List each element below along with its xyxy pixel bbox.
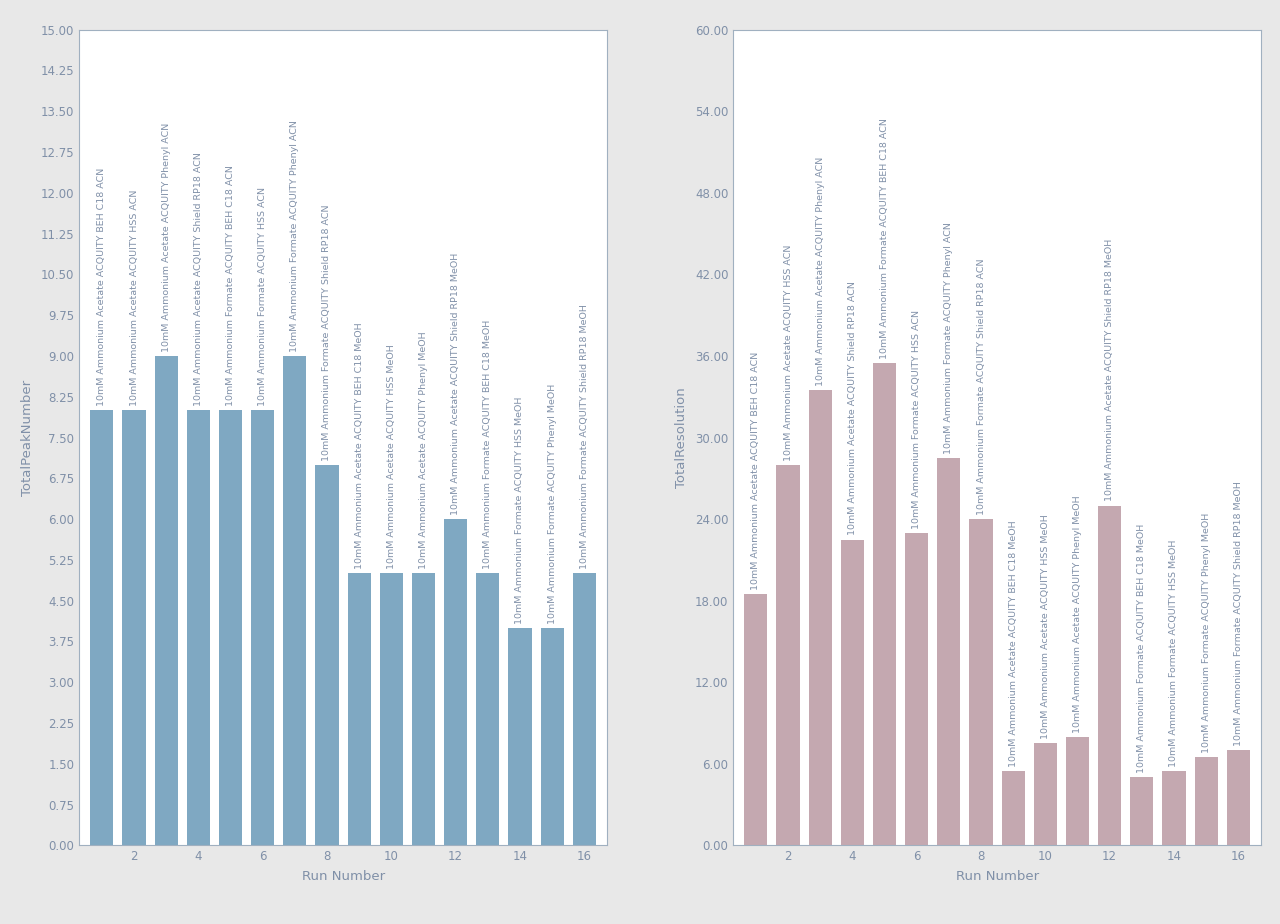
Bar [251, 410, 274, 845]
Text: 10mM Ammonium Acetate ACQUITY HSS ACN: 10mM Ammonium Acetate ACQUITY HSS ACN [783, 244, 792, 461]
Bar [1194, 757, 1217, 845]
Y-axis label: TotalPeakNumber: TotalPeakNumber [20, 380, 35, 495]
Bar [777, 465, 800, 845]
Text: 10mM Ammonium Formate ACQUITY Phenyl MeOH: 10mM Ammonium Formate ACQUITY Phenyl MeO… [1202, 513, 1211, 753]
Text: 10mM Ammonium Formate ACQUITY HSS ACN: 10mM Ammonium Formate ACQUITY HSS ACN [259, 188, 268, 407]
Bar [1066, 736, 1089, 845]
Bar [219, 410, 242, 845]
Text: 10mM Ammonium Acetate ACQUITY Phenyl MeOH: 10mM Ammonium Acetate ACQUITY Phenyl MeO… [419, 332, 428, 569]
Bar [476, 574, 499, 845]
Text: 10mM Ammonium Formate ACQUITY BEH C18 ACN: 10mM Ammonium Formate ACQUITY BEH C18 AC… [881, 117, 890, 359]
Bar [841, 540, 864, 845]
Text: 10mM Ammonium Acetate ACQUITY Shield RP18 MeOH: 10mM Ammonium Acetate ACQUITY Shield RP1… [1105, 239, 1114, 502]
Text: 10mM Ammonium Acetate ACQUITY BEH C18 MeOH: 10mM Ammonium Acetate ACQUITY BEH C18 Me… [355, 322, 364, 569]
Text: 10mM Ammonium Formate ACQUITY Phenyl ACN: 10mM Ammonium Formate ACQUITY Phenyl ACN [291, 120, 300, 352]
Bar [380, 574, 403, 845]
Y-axis label: TotalResolution: TotalResolution [675, 387, 689, 488]
Bar [540, 628, 563, 845]
Bar [315, 465, 339, 845]
Bar [873, 363, 896, 845]
Text: 10mM Ammonium Formate ACQUITY HSS ACN: 10mM Ammonium Formate ACQUITY HSS ACN [913, 310, 922, 529]
Text: 10mM Ammonium Formate ACQUITY BEH C18 ACN: 10mM Ammonium Formate ACQUITY BEH C18 AC… [227, 165, 236, 407]
Text: 10mM Ammonium Formate ACQUITY BEH C18 MeOH: 10mM Ammonium Formate ACQUITY BEH C18 Me… [484, 321, 493, 569]
Bar [508, 628, 531, 845]
Text: 10mM Ammonium Acetate ACQUITY Shield RP18 ACN: 10mM Ammonium Acetate ACQUITY Shield RP1… [193, 152, 202, 407]
Text: 10mM Ammonium Formate ACQUITY HSS MeOH: 10mM Ammonium Formate ACQUITY HSS MeOH [1170, 540, 1179, 767]
Text: 10mM Ammonium Formate ACQUITY Shield RP18 ACN: 10mM Ammonium Formate ACQUITY Shield RP1… [977, 259, 986, 515]
Bar [155, 356, 178, 845]
Text: 10mM Ammonium Acetate ACQUITY BEH C18 ACN: 10mM Ammonium Acetate ACQUITY BEH C18 AC… [751, 351, 760, 590]
Bar [937, 458, 960, 845]
Text: 10mM Ammonium Acetate ACQUITY HSS MeOH: 10mM Ammonium Acetate ACQUITY HSS MeOH [1041, 515, 1050, 739]
Bar [187, 410, 210, 845]
Bar [348, 574, 371, 845]
Bar [412, 574, 435, 845]
Text: 10mM Ammonium Acetate ACQUITY Phenyl MeOH: 10mM Ammonium Acetate ACQUITY Phenyl MeO… [1073, 495, 1082, 733]
Text: 10mM Ammonium Acetate ACQUITY BEH C18 MeOH: 10mM Ammonium Acetate ACQUITY BEH C18 Me… [1009, 520, 1018, 767]
Text: 10mM Ammonium Formate ACQUITY Phenyl ACN: 10mM Ammonium Formate ACQUITY Phenyl ACN [945, 222, 954, 454]
Bar [744, 594, 768, 845]
Text: 10mM Ammonium Formate ACQUITY Shield RP18 MeOH: 10mM Ammonium Formate ACQUITY Shield RP1… [1234, 481, 1243, 747]
Bar [969, 519, 992, 845]
Text: 10mM Ammonium Formate ACQUITY BEH C18 MeOH: 10mM Ammonium Formate ACQUITY BEH C18 Me… [1138, 524, 1147, 773]
Bar [905, 533, 928, 845]
Bar [1001, 771, 1025, 845]
Bar [1034, 744, 1057, 845]
Bar [1098, 505, 1121, 845]
Text: 10mM Ammonium Formate ACQUITY Phenyl MeOH: 10mM Ammonium Formate ACQUITY Phenyl MeO… [548, 383, 557, 624]
Bar [444, 519, 467, 845]
Text: 10mM Ammonium Acetate ACQUITY Phenyl ACN: 10mM Ammonium Acetate ACQUITY Phenyl ACN [161, 123, 170, 352]
X-axis label: Run Number: Run Number [302, 870, 384, 883]
Bar [572, 574, 596, 845]
Text: 10mM Ammonium Formate ACQUITY HSS MeOH: 10mM Ammonium Formate ACQUITY HSS MeOH [516, 396, 525, 624]
Bar [809, 390, 832, 845]
Text: 10mM Ammonium Formate ACQUITY Shield RP18 MeOH: 10mM Ammonium Formate ACQUITY Shield RP1… [580, 305, 589, 569]
Text: 10mM Ammonium Acetate ACQUITY Shield RP18 MeOH: 10mM Ammonium Acetate ACQUITY Shield RP1… [451, 253, 460, 515]
X-axis label: Run Number: Run Number [956, 870, 1038, 883]
Bar [91, 410, 114, 845]
Bar [1130, 777, 1153, 845]
Bar [1162, 771, 1185, 845]
Text: 10mM Ammonium Acetate ACQUITY Phenyl ACN: 10mM Ammonium Acetate ACQUITY Phenyl ACN [815, 156, 824, 386]
Text: 10mM Ammonium Acetate ACQUITY HSS ACN: 10mM Ammonium Acetate ACQUITY HSS ACN [129, 189, 138, 407]
Text: 10mM Ammonium Acetate ACQUITY Shield RP18 ACN: 10mM Ammonium Acetate ACQUITY Shield RP1… [847, 282, 856, 535]
Bar [1226, 750, 1249, 845]
Text: 10mM Ammonium Acetate ACQUITY BEH C18 ACN: 10mM Ammonium Acetate ACQUITY BEH C18 AC… [97, 168, 106, 407]
Text: 10mM Ammonium Acetate ACQUITY HSS MeOH: 10mM Ammonium Acetate ACQUITY HSS MeOH [387, 345, 396, 569]
Bar [283, 356, 306, 845]
Bar [123, 410, 146, 845]
Text: 10mM Ammonium Formate ACQUITY Shield RP18 ACN: 10mM Ammonium Formate ACQUITY Shield RP1… [323, 204, 332, 461]
